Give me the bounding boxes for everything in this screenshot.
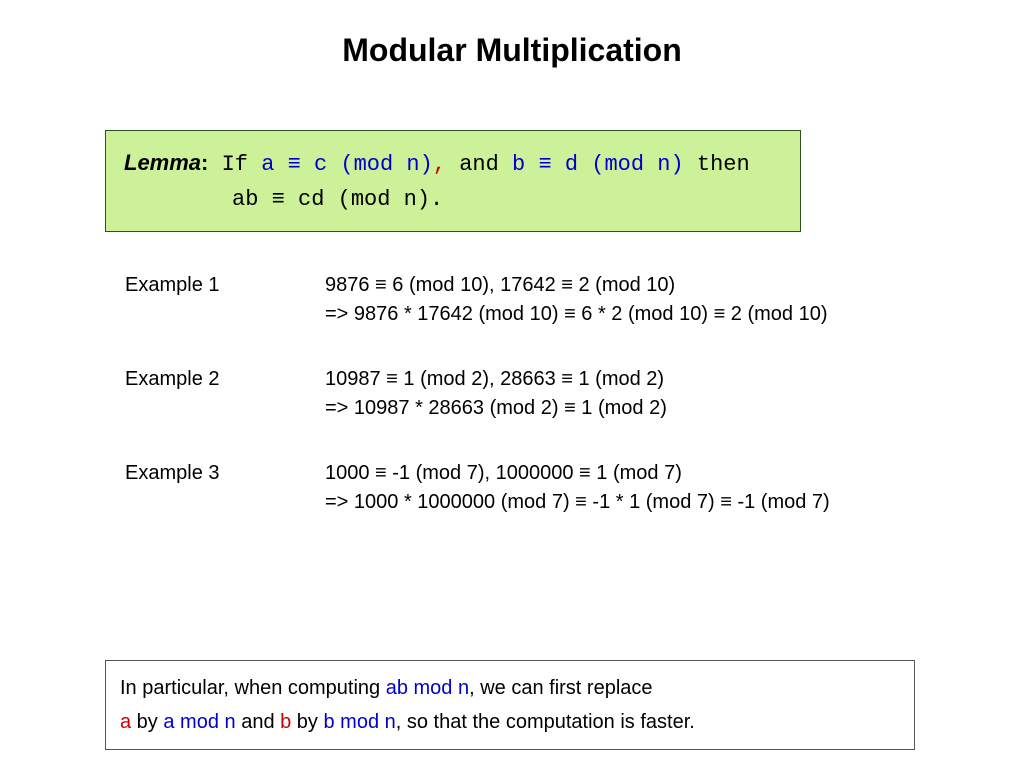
note-a: a — [120, 711, 131, 733]
note-mid-1: , we can first replace — [469, 677, 652, 699]
examples-region: Example 1 9876 ≡ 6 (mod 10), 17642 ≡ 2 (… — [125, 274, 945, 520]
example-2: Example 2 10987 ≡ 1 (mod 2), 28663 ≡ 1 (… — [125, 368, 945, 420]
lemma-label: Lemma — [124, 150, 201, 175]
example-2-line-2: => 10987 * 28663 (mod 2) ≡ 1 (mod 2) — [325, 397, 945, 420]
example-1-label: Example 1 — [125, 274, 325, 297]
lemma-and: and — [459, 152, 512, 177]
lemma-box: Lemma: If a ≡ c (mod n), and b ≡ d (mod … — [105, 130, 801, 232]
example-1-line-2: => 9876 * 17642 (mod 10) ≡ 6 * 2 (mod 10… — [325, 303, 945, 326]
note-b: b — [280, 711, 291, 733]
note-term-3: b mod n — [324, 711, 396, 733]
note-and: and — [236, 711, 280, 733]
slide: Modular Multiplication Lemma: If a ≡ c (… — [0, 0, 1024, 768]
note-suffix: , so that the computation is faster. — [396, 711, 695, 733]
example-2-line-1: 10987 ≡ 1 (mod 2), 28663 ≡ 1 (mod 2) — [325, 368, 945, 391]
example-1-line-1: 9876 ≡ 6 (mod 10), 17642 ≡ 2 (mod 10) — [325, 274, 945, 297]
example-3-line-2: => 1000 * 1000000 (mod 7) ≡ -1 * 1 (mod … — [325, 491, 945, 514]
example-3-line-1: 1000 ≡ -1 (mod 7), 1000000 ≡ 1 (mod 7) — [325, 462, 945, 485]
example-3: Example 3 1000 ≡ -1 (mod 7), 1000000 ≡ 1… — [125, 462, 945, 514]
lemma-if: If — [208, 152, 261, 177]
note-term-2: a mod n — [163, 711, 235, 733]
lemma-cond-1: a ≡ c (mod n) — [261, 152, 433, 177]
example-1: Example 1 9876 ≡ 6 (mod 10), 17642 ≡ 2 (… — [125, 274, 945, 326]
lemma-line-2: ab ≡ cd (mod n). — [124, 182, 786, 217]
example-3-label: Example 3 — [125, 462, 325, 485]
lemma-cond-2: b ≡ d (mod n) — [512, 152, 684, 177]
slide-title: Modular Multiplication — [0, 32, 1024, 69]
note-term-1: ab mod n — [386, 677, 469, 699]
example-2-label: Example 2 — [125, 368, 325, 391]
lemma-then: then — [684, 152, 750, 177]
note-by-1: by — [131, 711, 163, 733]
lemma-conclusion: ab ≡ cd (mod n). — [232, 187, 443, 212]
note-by-2: by — [291, 711, 323, 733]
lemma-line-1: Lemma: If a ≡ c (mod n), and b ≡ d (mod … — [124, 145, 786, 182]
note-box: In particular, when computing ab mod n, … — [105, 660, 915, 750]
note-prefix: In particular, when computing — [120, 677, 386, 699]
lemma-sep: , — [433, 152, 459, 177]
